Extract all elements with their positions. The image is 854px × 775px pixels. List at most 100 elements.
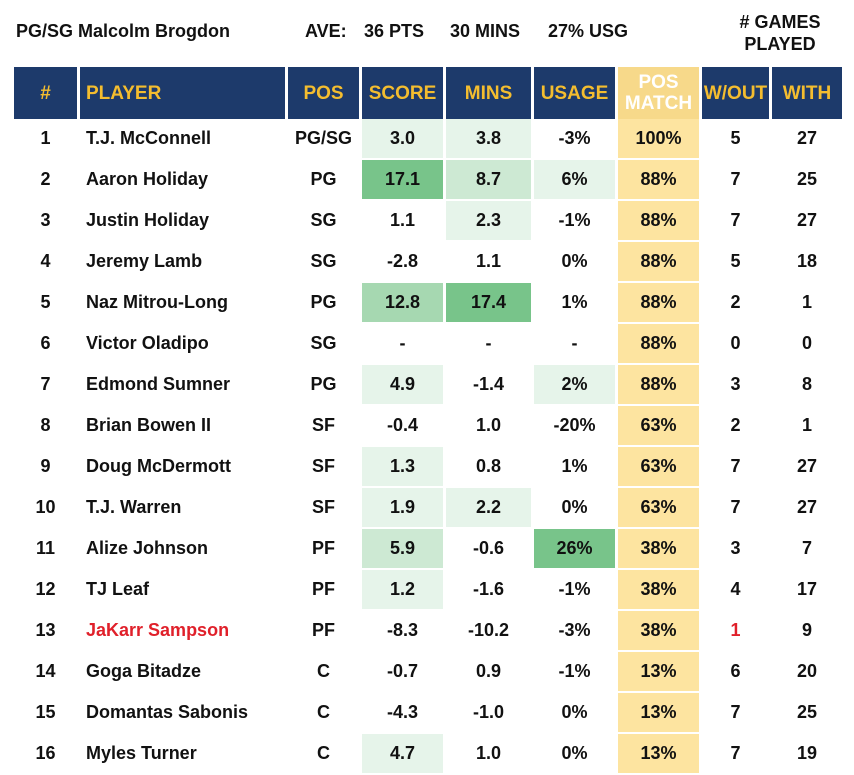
pos-match-cell: 88% <box>618 283 702 324</box>
games-with-cell: 27 <box>772 119 842 160</box>
table-row: 8 Brian Bowen II SF -0.4 1.0 -20% 63% 2 1 <box>14 406 842 447</box>
games-without-cell: 7 <box>702 160 772 201</box>
usage-cell: 0% <box>534 242 618 283</box>
usage-cell: 0% <box>534 693 618 734</box>
player-name-cell: Doug McDermott <box>80 447 288 488</box>
player-table: # PLAYER POS SCORE MINS USAGE POS MATCH W… <box>14 67 842 775</box>
mins-cell: 1.0 <box>446 406 534 447</box>
games-with-cell: 25 <box>772 693 842 734</box>
player-name-cell: TJ Leaf <box>80 570 288 611</box>
position-cell: PG/SG <box>288 119 362 160</box>
score-cell: -8.3 <box>362 611 446 652</box>
ave-label: AVE: <box>305 21 347 41</box>
games-played-label: # GAMES PLAYED <box>739 12 821 54</box>
player-name-cell: Aaron Holiday <box>80 160 288 201</box>
games-without-cell: 2 <box>702 406 772 447</box>
position-cell: PF <box>288 529 362 570</box>
games-without-cell: 7 <box>702 734 772 775</box>
usage-cell: 0% <box>534 488 618 529</box>
mins-cell: -1.6 <box>446 570 534 611</box>
position-cell: SF <box>288 406 362 447</box>
position-cell: C <box>288 734 362 775</box>
games-with-cell: 27 <box>772 201 842 242</box>
games-without-cell: 5 <box>702 242 772 283</box>
mins-cell: 0.8 <box>446 447 534 488</box>
rank-cell: 3 <box>14 201 80 242</box>
table-row: 16 Myles Turner C 4.7 1.0 0% 13% 7 19 <box>14 734 842 775</box>
games-with-cell: 9 <box>772 611 842 652</box>
col-header-usage: USAGE <box>534 67 618 119</box>
col-header-pos-match: POS MATCH <box>618 67 702 119</box>
mins-cell: -0.6 <box>446 529 534 570</box>
col-header-wout: W/OUT <box>702 67 772 119</box>
games-with-cell: 20 <box>772 652 842 693</box>
usage-cell: -1% <box>534 652 618 693</box>
mins-cell: 8.7 <box>446 160 534 201</box>
position-cell: PG <box>288 365 362 406</box>
games-without-cell: 7 <box>702 693 772 734</box>
games-without-cell: 6 <box>702 652 772 693</box>
table-row: 14 Goga Bitadze C -0.7 0.9 -1% 13% 6 20 <box>14 652 842 693</box>
rank-cell: 7 <box>14 365 80 406</box>
games-without-cell: 5 <box>702 119 772 160</box>
rank-cell: 14 <box>14 652 80 693</box>
ave-pts: 36 PTS <box>364 21 425 41</box>
score-cell: -0.4 <box>362 406 446 447</box>
rank-cell: 16 <box>14 734 80 775</box>
score-cell: 1.9 <box>362 488 446 529</box>
pos-match-cell: 63% <box>618 406 702 447</box>
pos-match-cell: 13% <box>618 652 702 693</box>
mins-cell: 2.2 <box>446 488 534 529</box>
rank-cell: 10 <box>14 488 80 529</box>
mins-cell: -1.0 <box>446 693 534 734</box>
ave-mins: 30 MINS <box>450 21 521 41</box>
table-row: 7 Edmond Sumner PG 4.9 -1.4 2% 88% 3 8 <box>14 365 842 406</box>
games-without-cell: 3 <box>702 529 772 570</box>
rank-cell: 11 <box>14 529 80 570</box>
pos-match-cell: 88% <box>618 365 702 406</box>
pos-match-cell: 88% <box>618 242 702 283</box>
mins-cell: 1.0 <box>446 734 534 775</box>
games-without-cell: 1 <box>702 611 772 652</box>
player-name-cell: Justin Holiday <box>80 201 288 242</box>
games-with-cell: 25 <box>772 160 842 201</box>
player-name-cell: Brian Bowen II <box>80 406 288 447</box>
mins-cell: -1.4 <box>446 365 534 406</box>
score-cell: 4.7 <box>362 734 446 775</box>
usage-cell: -20% <box>534 406 618 447</box>
player-name-cell: T.J. McConnell <box>80 119 288 160</box>
games-with-cell: 1 <box>772 283 842 324</box>
rank-cell: 9 <box>14 447 80 488</box>
pos-match-cell: 88% <box>618 324 702 365</box>
score-cell: -0.7 <box>362 652 446 693</box>
score-cell: -2.8 <box>362 242 446 283</box>
rank-cell: 15 <box>14 693 80 734</box>
position-cell: C <box>288 652 362 693</box>
usage-cell: -3% <box>534 119 618 160</box>
rank-cell: 1 <box>14 119 80 160</box>
score-cell: 4.9 <box>362 365 446 406</box>
rank-cell: 2 <box>14 160 80 201</box>
position-cell: PF <box>288 570 362 611</box>
rank-cell: 8 <box>14 406 80 447</box>
rank-cell: 4 <box>14 242 80 283</box>
games-with-cell: 8 <box>772 365 842 406</box>
games-with-cell: 27 <box>772 447 842 488</box>
table-row: 15 Domantas Sabonis C -4.3 -1.0 0% 13% 7 25 <box>14 693 842 734</box>
games-without-cell: 7 <box>702 447 772 488</box>
score-cell: 5.9 <box>362 529 446 570</box>
score-cell: -4.3 <box>362 693 446 734</box>
games-with-cell: 18 <box>772 242 842 283</box>
pos-match-cell: 88% <box>618 160 702 201</box>
table-row: 10 T.J. Warren SF 1.9 2.2 0% 63% 7 27 <box>14 488 842 529</box>
usage-cell: 2% <box>534 365 618 406</box>
usage-cell: -1% <box>534 201 618 242</box>
player-name-cell: Victor Oladipo <box>80 324 288 365</box>
table-row: 13 JaKarr Sampson PF -8.3 -10.2 -3% 38% 1 9 <box>14 611 842 652</box>
pos-match-cell: 13% <box>618 693 702 734</box>
usage-cell: 1% <box>534 283 618 324</box>
player-name-cell: Jeremy Lamb <box>80 242 288 283</box>
player-name-cell: Goga Bitadze <box>80 652 288 693</box>
pos-match-cell: 63% <box>618 488 702 529</box>
table-row: 4 Jeremy Lamb SG -2.8 1.1 0% 88% 5 18 <box>14 242 842 283</box>
